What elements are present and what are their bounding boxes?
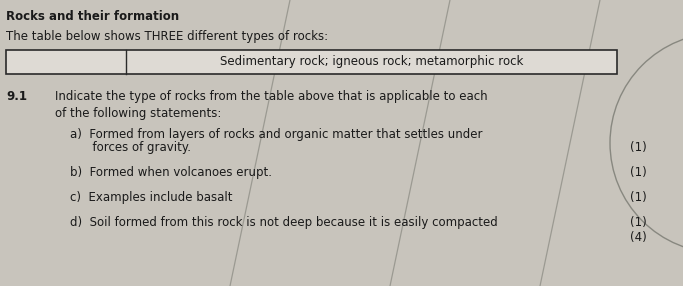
Text: 9.1: 9.1 <box>6 90 27 103</box>
Text: (4): (4) <box>630 231 647 244</box>
Text: Indicate the type of rocks from the table above that is applicable to each
of th: Indicate the type of rocks from the tabl… <box>55 90 488 120</box>
Text: d)  Soil formed from this rock is not deep because it is easily compacted: d) Soil formed from this rock is not dee… <box>70 216 498 229</box>
Text: Rocks and their formation: Rocks and their formation <box>6 10 179 23</box>
Text: Sedimentary rock; igneous rock; metamorphic rock: Sedimentary rock; igneous rock; metamorp… <box>220 55 523 69</box>
Text: (1): (1) <box>630 216 647 229</box>
Text: (1): (1) <box>630 141 647 154</box>
Text: (1): (1) <box>630 166 647 179</box>
Text: b)  Formed when volcanoes erupt.: b) Formed when volcanoes erupt. <box>70 166 272 179</box>
Text: The table below shows THREE different types of rocks:: The table below shows THREE different ty… <box>6 30 328 43</box>
Text: c)  Examples include basalt: c) Examples include basalt <box>70 191 232 204</box>
Text: a)  Formed from layers of rocks and organic matter that settles under: a) Formed from layers of rocks and organ… <box>70 128 482 141</box>
Text: forces of gravity.: forces of gravity. <box>70 141 191 154</box>
Text: (1): (1) <box>630 191 647 204</box>
Bar <box>6 50 617 74</box>
